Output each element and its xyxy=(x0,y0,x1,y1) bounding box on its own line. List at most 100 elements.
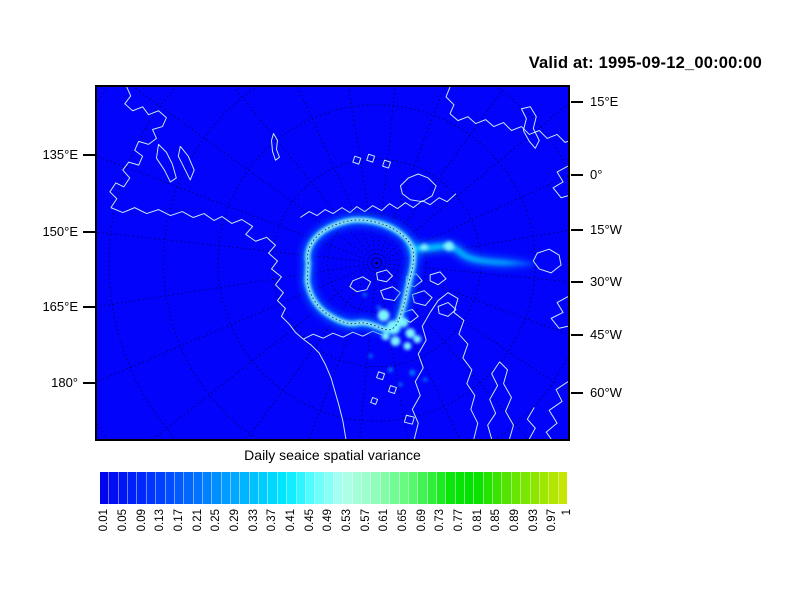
colorbar-tick-label: 0.93 xyxy=(527,509,540,532)
map-plot xyxy=(95,85,570,441)
longitude-tick xyxy=(83,382,95,384)
colorbar-segment xyxy=(530,472,540,504)
colorbar-tick-label: 0.13 xyxy=(154,509,167,532)
colorbar-segment xyxy=(202,472,213,504)
colorbar-tick-label: 0.89 xyxy=(509,509,522,532)
right-axis-label: 0° xyxy=(590,167,603,182)
colorbar-segment xyxy=(221,472,232,504)
colorbar-segment xyxy=(305,472,316,504)
colorbar-segment xyxy=(259,472,269,504)
colorbar-tick-label: 0.53 xyxy=(341,509,353,532)
colorbar-segment xyxy=(118,472,129,504)
right-axis-label: 30°W xyxy=(590,274,622,289)
longitude-tick xyxy=(571,281,583,283)
right-axis-label: 15°W xyxy=(590,222,622,237)
left-axis-label: 135°E xyxy=(42,147,78,162)
colorbar-segment xyxy=(212,472,222,504)
colorbar-segment xyxy=(465,472,475,504)
colorbar-segment xyxy=(174,472,185,504)
colorbar-tick-label: 0.61 xyxy=(378,509,391,532)
colorbar-segment xyxy=(156,472,166,504)
right-axis-label: 45°W xyxy=(590,327,622,342)
colorbar-tick-label: 0.49 xyxy=(322,509,335,532)
left-axis-label: 180° xyxy=(51,375,78,390)
colorbar-segment xyxy=(474,472,484,504)
colorbar xyxy=(100,472,567,504)
colorbar-tick-label: 0.65 xyxy=(397,509,410,532)
colorbar-segment xyxy=(380,472,391,504)
colorbar-tick-label: 0.37 xyxy=(266,509,279,532)
colorbar-segment xyxy=(137,472,147,504)
colorbar-segment xyxy=(455,472,466,504)
colorbar-segment xyxy=(146,472,157,504)
colorbar-tick-label: 0.45 xyxy=(303,509,316,532)
colorbar-segment xyxy=(427,472,437,504)
colorbar-segment xyxy=(362,472,372,504)
right-axis-label: 15°E xyxy=(590,94,619,109)
longitude-tick xyxy=(83,154,95,156)
colorbar-segment xyxy=(184,472,194,504)
coastlines xyxy=(109,87,568,439)
colorbar-segment xyxy=(333,472,344,504)
colorbar-tick-label: 0.81 xyxy=(471,509,484,532)
colorbar-segment xyxy=(539,472,550,504)
longitude-tick xyxy=(571,392,583,394)
colorbar-tick-label: 0.25 xyxy=(210,509,223,532)
colorbar-segment xyxy=(296,472,306,504)
left-axis-label: 150°E xyxy=(42,224,78,239)
colorbar-segment xyxy=(277,472,288,504)
colorbar-segment xyxy=(315,472,325,504)
colorbar-segment xyxy=(231,472,241,504)
colorbar-segment xyxy=(371,472,381,504)
colorbar-segment xyxy=(493,472,503,504)
longitude-tick xyxy=(83,306,95,308)
colorbar-segment xyxy=(408,472,419,504)
colorbar-segment xyxy=(390,472,400,504)
colorbar-tick-label: 0.73 xyxy=(434,509,447,532)
colorbar-segment xyxy=(352,472,363,504)
colorbar-segment xyxy=(399,472,409,504)
colorbar-segment xyxy=(324,472,334,504)
colorbar-segment xyxy=(240,472,250,504)
longitude-tick xyxy=(571,101,583,103)
colorbar-segment xyxy=(521,472,531,504)
colorbar-segment xyxy=(268,472,278,504)
colorbar-segment xyxy=(418,472,428,504)
map-svg xyxy=(97,87,568,439)
colorbar-segment xyxy=(502,472,512,504)
colorbar-tick-label: 0.57 xyxy=(359,509,372,532)
left-axis-label: 165°E xyxy=(42,299,78,314)
colorbar-tick-label: 0.97 xyxy=(546,509,559,532)
colorbar-tick-label: 0.33 xyxy=(247,509,260,532)
colorbar-segment xyxy=(483,472,494,504)
sea-ice-edge-band xyxy=(301,214,536,387)
colorbar-segment xyxy=(249,472,260,504)
colorbar-segment xyxy=(549,472,559,504)
colorbar-segment xyxy=(165,472,175,504)
colorbar-segment xyxy=(558,472,567,504)
colorbar-segment xyxy=(436,472,447,504)
colorbar-caption: Daily seaice spatial variance xyxy=(244,447,421,463)
colorbar-segment xyxy=(100,472,110,504)
colorbar-segment xyxy=(343,472,353,504)
colorbar-tick-label: 0.85 xyxy=(490,509,503,532)
colorbar-segment xyxy=(287,472,297,504)
colorbar-tick-label: 0.21 xyxy=(191,509,204,532)
longitude-tick xyxy=(571,334,583,336)
colorbar-tick-label: 0.09 xyxy=(135,509,148,532)
colorbar-tick-label: 0.29 xyxy=(228,509,241,532)
colorbar-segment xyxy=(128,472,138,504)
colorbar-tick-label: 0.17 xyxy=(172,509,185,532)
colorbar-tick-label: 1 xyxy=(560,509,573,516)
longitude-tick xyxy=(571,229,583,231)
longitude-tick xyxy=(571,174,583,176)
plot-title: Valid at: 1995-09-12_00:00:00 xyxy=(528,54,762,72)
longitude-tick xyxy=(83,231,95,233)
colorbar-segment xyxy=(109,472,119,504)
colorbar-tick-label: 0.69 xyxy=(415,509,428,532)
right-axis-label: 60°W xyxy=(590,385,622,400)
colorbar-tick-label: 0.77 xyxy=(453,509,466,532)
colorbar-segment xyxy=(193,472,203,504)
colorbar-segment xyxy=(446,472,456,504)
